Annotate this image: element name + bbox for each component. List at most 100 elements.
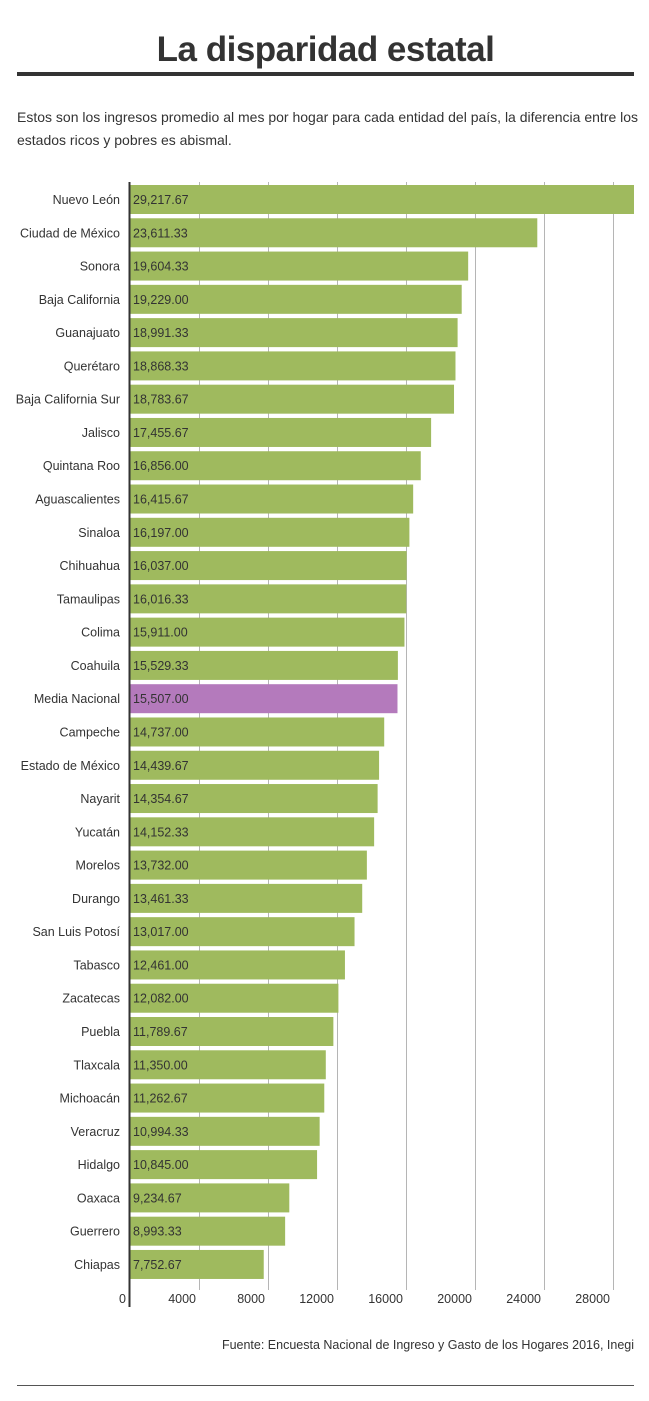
bar [130, 551, 407, 581]
tick-label: 8000 [237, 1292, 265, 1306]
bar [130, 1150, 318, 1180]
bar [130, 1183, 290, 1213]
value-label: 23,611.33 [133, 226, 188, 240]
category-label: Puebla [81, 1025, 120, 1039]
value-label: 7,752.67 [133, 1258, 182, 1272]
category-label: Querétaro [64, 359, 120, 373]
category-label: Campeche [60, 725, 120, 739]
value-label: 11,350.00 [133, 1058, 188, 1072]
bar [130, 384, 455, 414]
value-label: 16,037.00 [133, 559, 189, 573]
tick-label: 12000 [299, 1292, 334, 1306]
title-divider [17, 72, 634, 76]
value-label: 16,856.00 [133, 459, 189, 473]
category-label: Jalisco [82, 426, 120, 440]
bar [130, 417, 432, 447]
value-label: 18,868.33 [133, 359, 189, 373]
bar-highlight [130, 684, 398, 714]
value-label: 12,461.00 [133, 958, 189, 972]
bar [130, 517, 410, 547]
value-label: 10,845.00 [133, 1158, 189, 1172]
bar [130, 1083, 325, 1113]
bar [130, 617, 405, 647]
value-label: 14,439.67 [133, 759, 189, 773]
bar [130, 950, 345, 980]
tick-label: 20000 [437, 1292, 472, 1306]
value-label: 14,354.67 [133, 792, 189, 806]
category-label: Oaxaca [77, 1191, 120, 1205]
value-label: 14,737.00 [133, 725, 189, 739]
value-label: 29,217.67 [133, 193, 189, 207]
bar [130, 784, 378, 814]
category-label: Nuevo León [53, 193, 120, 207]
value-label: 19,604.33 [133, 260, 189, 274]
category-label: Zacatecas [62, 992, 120, 1006]
value-label: 16,197.00 [133, 526, 189, 540]
bar [130, 1216, 286, 1246]
value-label: 17,455.67 [133, 426, 189, 440]
value-label: 8,993.33 [133, 1225, 182, 1239]
category-label: Morelos [76, 859, 120, 873]
category-label: Tabasco [73, 958, 120, 972]
category-label: Guerrero [70, 1225, 120, 1239]
category-label: Baja California [39, 293, 120, 307]
value-labels: 29,217.67 23,611.33 19,604.33 19,229.00 18,9… [133, 193, 189, 1272]
tick-label: 24000 [506, 1292, 541, 1306]
value-label: 13,732.00 [133, 859, 189, 873]
value-label: 12,082.00 [133, 992, 189, 1006]
category-label: Ciudad de México [20, 226, 120, 240]
category-label: Baja California Sur [16, 393, 120, 407]
category-label: San Luis Potosí [32, 925, 120, 939]
value-label: 16,016.33 [133, 592, 189, 606]
value-label: 13,017.00 [133, 925, 189, 939]
source-note: Fuente: Encuesta Nacional de Ingreso y G… [221, 1338, 634, 1352]
bar [130, 318, 458, 348]
bar [130, 351, 456, 381]
category-label: Yucatán [75, 825, 120, 839]
category-label: Chihuahua [60, 559, 121, 573]
bar [130, 883, 363, 913]
bar [130, 1249, 264, 1279]
category-label: Durango [72, 892, 120, 906]
value-label: 18,991.33 [133, 326, 189, 340]
value-label: 15,529.33 [133, 659, 189, 673]
bar [130, 1116, 320, 1146]
bar [130, 484, 414, 514]
tick-label: 4000 [168, 1292, 196, 1306]
bar [130, 650, 398, 680]
category-label: Sonora [80, 260, 120, 274]
bar [130, 251, 469, 281]
bar [130, 983, 339, 1013]
category-label: Guanajuato [55, 326, 120, 340]
category-label: Media Nacional [34, 692, 120, 706]
bar [130, 185, 634, 214]
bar [130, 717, 385, 747]
value-label: 11,789.67 [133, 1025, 188, 1039]
value-label: 13,461.33 [133, 892, 189, 906]
value-label: 15,507.00 [133, 692, 189, 706]
category-label: Hidalgo [78, 1158, 120, 1172]
bar [130, 750, 380, 780]
category-labels: Nuevo León Ciudad de México Sonora Baja Cal… [16, 193, 121, 1272]
category-label: Nayarit [80, 792, 120, 806]
category-label: Estado de México [21, 759, 120, 773]
category-label: Quintana Roo [43, 459, 120, 473]
tick-label: 16000 [368, 1292, 403, 1306]
bar [130, 451, 421, 481]
chart-subtitle: Estos son los ingresos promedio al mes p… [17, 109, 639, 148]
category-label: Tamaulipas [57, 592, 120, 606]
bars [130, 185, 634, 1279]
value-label: 9,234.67 [133, 1191, 182, 1205]
bar [130, 817, 375, 847]
tick-label: 28000 [575, 1292, 610, 1306]
bar [130, 917, 355, 947]
bar [130, 1050, 326, 1080]
value-label: 14,152.33 [133, 825, 189, 839]
bar [130, 584, 407, 614]
bar [130, 218, 538, 248]
bar [130, 1017, 334, 1046]
category-label: Chiapas [74, 1258, 120, 1272]
tick-label: 0 [119, 1292, 126, 1306]
value-label: 15,911.00 [133, 626, 188, 640]
page-title: La disparidad estatal [156, 30, 495, 69]
